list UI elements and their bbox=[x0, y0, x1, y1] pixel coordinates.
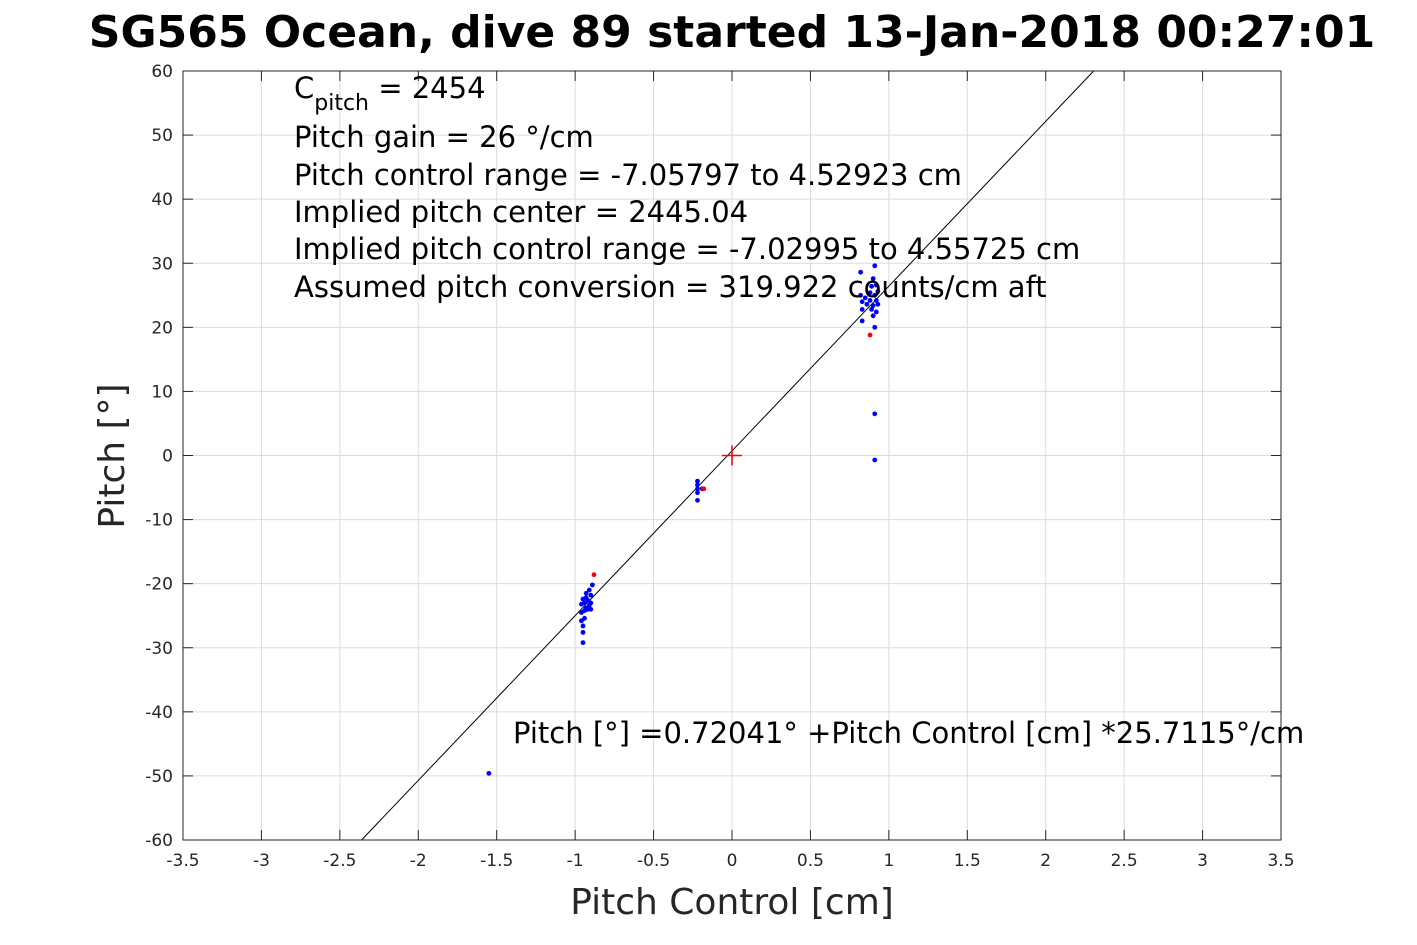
data-point bbox=[486, 770, 492, 776]
data-point bbox=[580, 629, 586, 635]
data-point bbox=[859, 318, 865, 324]
data-points bbox=[486, 263, 881, 776]
y-tick-label: 20 bbox=[151, 318, 173, 338]
data-point bbox=[858, 292, 864, 298]
y-tick-label: 0 bbox=[162, 447, 173, 467]
data-point bbox=[862, 295, 868, 301]
data-point bbox=[588, 606, 594, 612]
y-tick-label: 30 bbox=[151, 254, 173, 274]
data-point bbox=[869, 283, 875, 289]
data-point bbox=[695, 497, 700, 503]
c-pitch-annotation: Cpitch = 2454 bbox=[294, 71, 486, 116]
y-tick-label: -40 bbox=[145, 703, 173, 723]
x-tick-label: 2 bbox=[1040, 851, 1051, 871]
data-point bbox=[864, 301, 870, 307]
chart-title: SG565 Ocean, dive 89 started 13-Jan-2018… bbox=[89, 7, 1375, 58]
y-tick-label: -50 bbox=[145, 767, 173, 787]
center-marker-group bbox=[722, 445, 742, 466]
implied-pitch-range-annotation: Implied pitch control range = -7.02995 t… bbox=[294, 232, 1080, 266]
tick-marks bbox=[182, 70, 1282, 841]
data-point bbox=[872, 292, 878, 298]
data-point bbox=[875, 289, 881, 294]
data-point bbox=[872, 411, 878, 417]
data-point bbox=[859, 299, 865, 305]
flagged-data-point bbox=[701, 486, 707, 492]
y-tick-label: 50 bbox=[151, 126, 173, 146]
data-point bbox=[870, 303, 876, 308]
y-tick-label: 40 bbox=[151, 190, 173, 210]
data-point bbox=[586, 587, 592, 593]
data-point bbox=[695, 478, 700, 484]
y-tick-label: -60 bbox=[145, 831, 173, 851]
data-point bbox=[588, 600, 594, 606]
data-point bbox=[872, 324, 878, 330]
data-point bbox=[873, 298, 879, 303]
data-point bbox=[583, 590, 589, 596]
data-point bbox=[589, 582, 595, 588]
c-pitch-value: = 2454 bbox=[369, 71, 486, 105]
x-tick-label: 3 bbox=[1197, 851, 1208, 871]
data-point bbox=[859, 306, 865, 312]
x-tick-label: 0.5 bbox=[797, 851, 824, 871]
x-tick-labels: -3.5 -3 -2.5 -2 -1.5 -1 -0.5 0 0.5 1 1.5 2 2.5 3 3.5 bbox=[166, 851, 1294, 871]
implied-pitch-center-annotation: Implied pitch center = 2445.04 bbox=[294, 195, 748, 229]
x-tick-label: -3.5 bbox=[166, 851, 199, 871]
data-point bbox=[870, 313, 876, 319]
data-point bbox=[875, 301, 881, 307]
data-point bbox=[867, 298, 873, 303]
pitch-gain-annotation: Pitch gain = 26 °/cm bbox=[294, 120, 594, 154]
y-axis-label: Pitch [°] bbox=[92, 383, 133, 528]
data-point bbox=[869, 306, 875, 312]
y-tick-label: -30 bbox=[145, 639, 173, 659]
c-pitch-symbol: C bbox=[294, 71, 314, 105]
data-point bbox=[867, 290, 873, 296]
data-point bbox=[873, 309, 879, 315]
pitch-conversion-annotation: Assumed pitch conversion = 319.922 count… bbox=[294, 270, 1047, 304]
y-tick-label: -10 bbox=[145, 511, 173, 531]
data-point bbox=[695, 490, 700, 496]
data-point bbox=[695, 482, 700, 488]
c-pitch-subscript: pitch bbox=[314, 91, 369, 116]
x-tick-label: 0 bbox=[727, 851, 738, 871]
data-point bbox=[872, 263, 878, 269]
data-point bbox=[588, 592, 594, 598]
y-tick-label: 10 bbox=[151, 382, 173, 402]
data-point bbox=[580, 640, 586, 646]
data-point bbox=[872, 457, 878, 463]
y-tick-label: 60 bbox=[151, 62, 173, 82]
x-tick-label: -2 bbox=[410, 851, 427, 871]
x-tick-label: 1.5 bbox=[954, 851, 981, 871]
data-point bbox=[582, 615, 587, 621]
data-point bbox=[870, 276, 876, 282]
y-tick-labels: -60 -50 -40 -30 -20 -10 0 10 20 30 40 50 60 bbox=[145, 62, 173, 851]
flagged-data-point bbox=[591, 572, 597, 578]
data-point bbox=[695, 486, 700, 492]
data-point bbox=[873, 282, 879, 288]
y-tick-label: -20 bbox=[145, 575, 173, 595]
data-point bbox=[858, 269, 864, 275]
fit-equation-annotation: Pitch [°] =0.72041° +Pitch Control [cm] … bbox=[513, 716, 1304, 750]
x-tick-label: -1.5 bbox=[480, 851, 513, 871]
flagged-data-point bbox=[867, 332, 873, 338]
x-tick-label: 1 bbox=[883, 851, 894, 871]
x-tick-label: -1 bbox=[567, 851, 584, 871]
x-tick-label: -2.5 bbox=[323, 851, 356, 871]
x-tick-label: -3 bbox=[253, 851, 270, 871]
x-tick-label: -0.5 bbox=[637, 851, 670, 871]
x-tick-label: 3.5 bbox=[1267, 851, 1294, 871]
annotation-block: Cpitch = 2454 Pitch gain = 26 °/cm Pitch… bbox=[294, 71, 1080, 304]
x-axis-label: Pitch Control [cm] bbox=[570, 882, 894, 923]
data-point bbox=[580, 623, 586, 629]
x-tick-label: 2.5 bbox=[1111, 851, 1138, 871]
pitch-control-range-annotation: Pitch control range = -7.05797 to 4.5292… bbox=[294, 158, 962, 192]
